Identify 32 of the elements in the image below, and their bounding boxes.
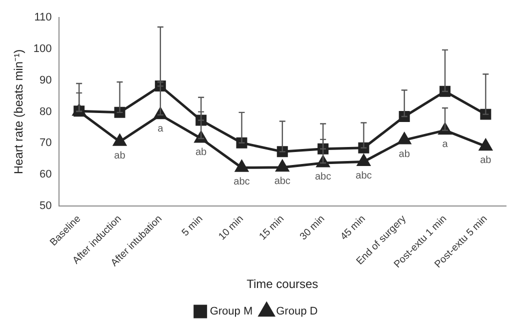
annotation: ab: [398, 148, 410, 160]
y-tick-label: 110: [34, 12, 52, 24]
legend-label: Group M: [210, 306, 253, 318]
annotation: a: [442, 139, 448, 150]
annotation: ab: [480, 155, 492, 166]
y-tick-label: 60: [40, 168, 52, 181]
point: [113, 134, 126, 146]
y-axis-title: Heart rate (beats min⁻¹): [12, 49, 26, 174]
y-tick-label: 100: [33, 43, 52, 56]
x-tick-label: 10 min: [216, 214, 246, 243]
point: [357, 154, 370, 166]
legend-label: Group D: [276, 306, 318, 318]
annotation: ab: [195, 147, 208, 158]
x-tick-label: 45 min: [338, 214, 368, 243]
annotation: abc: [234, 176, 250, 188]
point: [235, 160, 248, 172]
x-tick-label: 15 min: [257, 214, 286, 243]
point: [276, 160, 289, 172]
annotation: a: [158, 124, 164, 135]
annotation: abc: [356, 170, 372, 182]
y-tick-label: 70: [40, 137, 52, 150]
point: [398, 132, 411, 144]
annotation: abc: [314, 172, 332, 183]
x-axis-title: Time courses: [246, 277, 318, 292]
annotation: ab: [114, 150, 126, 162]
annotation: abc: [274, 176, 290, 188]
y-tick-label: 80: [40, 106, 52, 118]
y-tick-label: 90: [40, 74, 52, 86]
y-tick-label: 50: [40, 200, 52, 212]
x-tick-label: 5 min: [180, 214, 206, 239]
x-tick-label: 30 min: [298, 214, 328, 243]
point: [479, 139, 492, 151]
